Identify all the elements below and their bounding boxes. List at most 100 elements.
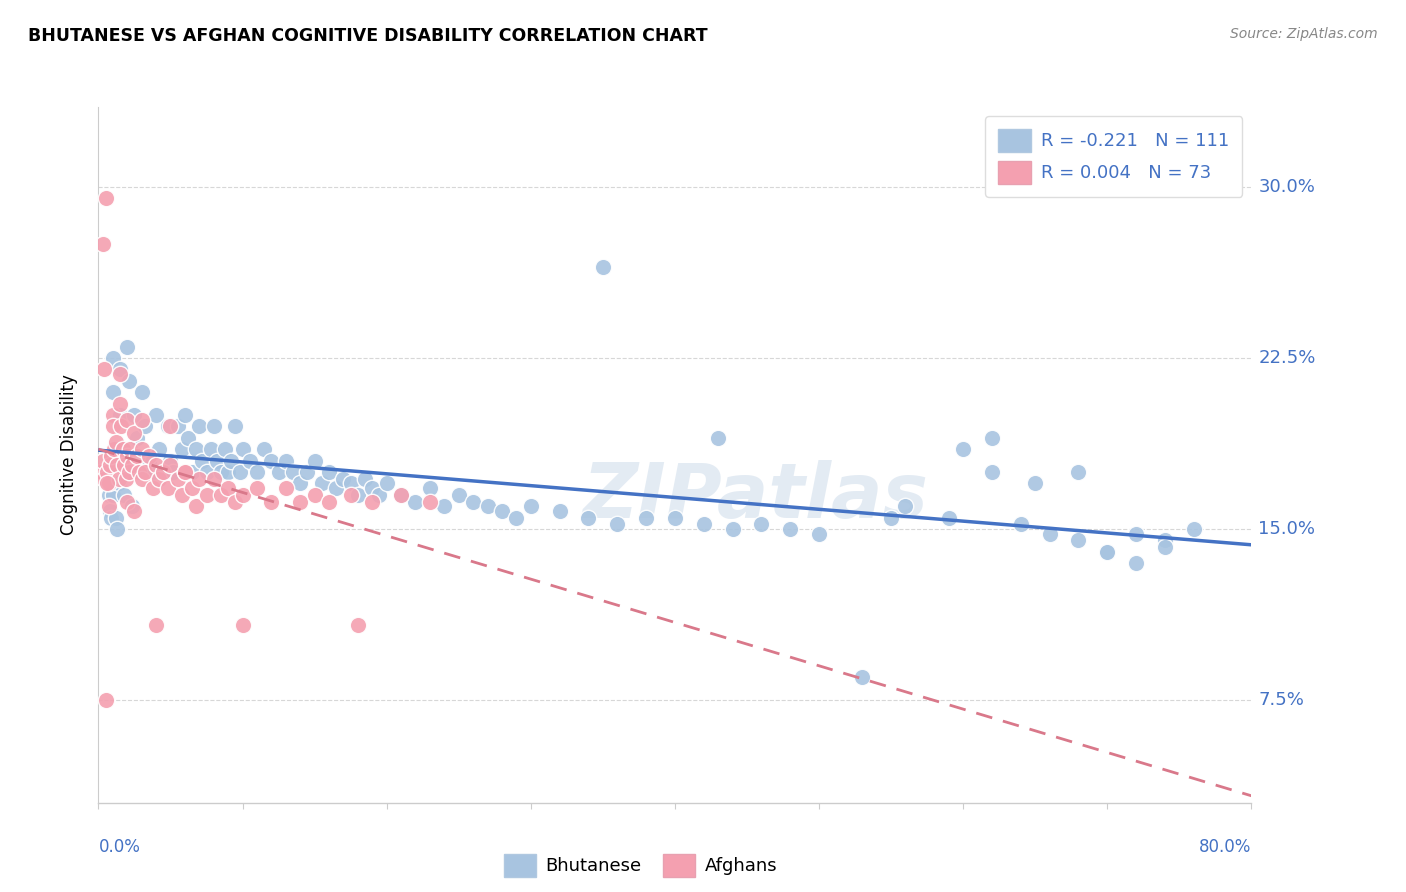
Point (107, 472, 129, 486)
Point (162, 465, 184, 479)
Point (148, 442, 170, 457)
Text: BHUTANESE VS AFGHAN COGNITIVE DISABILITY CORRELATION CHART: BHUTANESE VS AFGHAN COGNITIVE DISABILITY… (28, 27, 707, 45)
Point (1125, 526, 1147, 541)
Point (1125, 556, 1147, 570)
Point (290, 494, 312, 508)
Point (181, 481, 204, 495)
Point (117, 494, 138, 508)
Point (111, 442, 134, 457)
Point (228, 465, 250, 479)
Point (93, 472, 115, 486)
Point (107, 476, 129, 491)
Point (128, 465, 150, 479)
Point (131, 472, 153, 486)
Point (156, 481, 179, 495)
Point (1038, 526, 1062, 541)
Point (1097, 545, 1119, 559)
Point (131, 442, 153, 457)
Point (1153, 541, 1175, 555)
Text: 7.5%: 7.5% (1258, 691, 1305, 709)
Point (191, 453, 214, 467)
Point (118, 374, 141, 388)
Point (894, 500, 917, 514)
Point (578, 510, 600, 524)
Point (114, 472, 136, 486)
Point (96, 465, 118, 479)
Point (260, 494, 283, 508)
Point (101, 488, 124, 502)
Y-axis label: Cognitive Disability: Cognitive Disability (59, 375, 77, 535)
Point (188, 419, 211, 434)
Point (138, 453, 160, 467)
Point (339, 476, 361, 491)
Point (96, 476, 118, 491)
Point (159, 419, 181, 434)
Point (281, 465, 304, 479)
Point (108, 362, 131, 376)
Point (159, 458, 181, 473)
Point (166, 419, 188, 434)
Point (346, 618, 368, 632)
Point (636, 510, 658, 524)
Point (267, 465, 290, 479)
Point (1097, 545, 1119, 559)
Point (202, 419, 225, 434)
Point (145, 458, 167, 473)
Text: 22.5%: 22.5% (1258, 349, 1316, 367)
Point (1010, 517, 1032, 532)
Point (101, 419, 124, 434)
Point (304, 488, 326, 502)
Point (260, 453, 283, 467)
Point (134, 465, 156, 479)
Point (209, 488, 232, 502)
Point (1024, 476, 1046, 491)
Point (311, 476, 333, 491)
Point (751, 517, 773, 532)
Point (361, 494, 384, 508)
Point (693, 517, 716, 532)
Point (148, 472, 170, 486)
Point (851, 670, 873, 684)
Point (253, 442, 276, 457)
Point (477, 500, 499, 514)
Point (461, 494, 484, 508)
Point (118, 465, 141, 479)
Point (200, 442, 222, 457)
Point (142, 481, 165, 495)
Point (368, 488, 391, 502)
Point (142, 465, 165, 479)
Point (606, 517, 628, 532)
Point (548, 504, 571, 518)
Point (94, 191, 117, 205)
Point (214, 442, 236, 457)
Point (145, 618, 167, 632)
Point (361, 481, 384, 495)
Point (97, 488, 120, 502)
Point (346, 488, 368, 502)
Point (91, 236, 114, 251)
Point (186, 500, 208, 514)
Point (981, 431, 1004, 445)
Point (1067, 533, 1090, 548)
Point (224, 419, 246, 434)
Point (170, 442, 193, 457)
Point (375, 476, 398, 491)
Point (520, 500, 543, 514)
Point (166, 472, 188, 486)
Point (105, 458, 128, 473)
Point (231, 442, 254, 457)
Point (239, 453, 262, 467)
Point (318, 494, 340, 508)
Point (94, 465, 117, 479)
Point (108, 408, 131, 422)
Point (138, 449, 160, 463)
Point (231, 488, 254, 502)
Point (156, 419, 179, 434)
Point (202, 472, 225, 486)
Point (779, 522, 801, 536)
Point (128, 465, 150, 479)
Point (170, 488, 193, 502)
Text: 30.0%: 30.0% (1258, 178, 1315, 196)
Point (389, 488, 412, 502)
Point (405, 494, 427, 508)
